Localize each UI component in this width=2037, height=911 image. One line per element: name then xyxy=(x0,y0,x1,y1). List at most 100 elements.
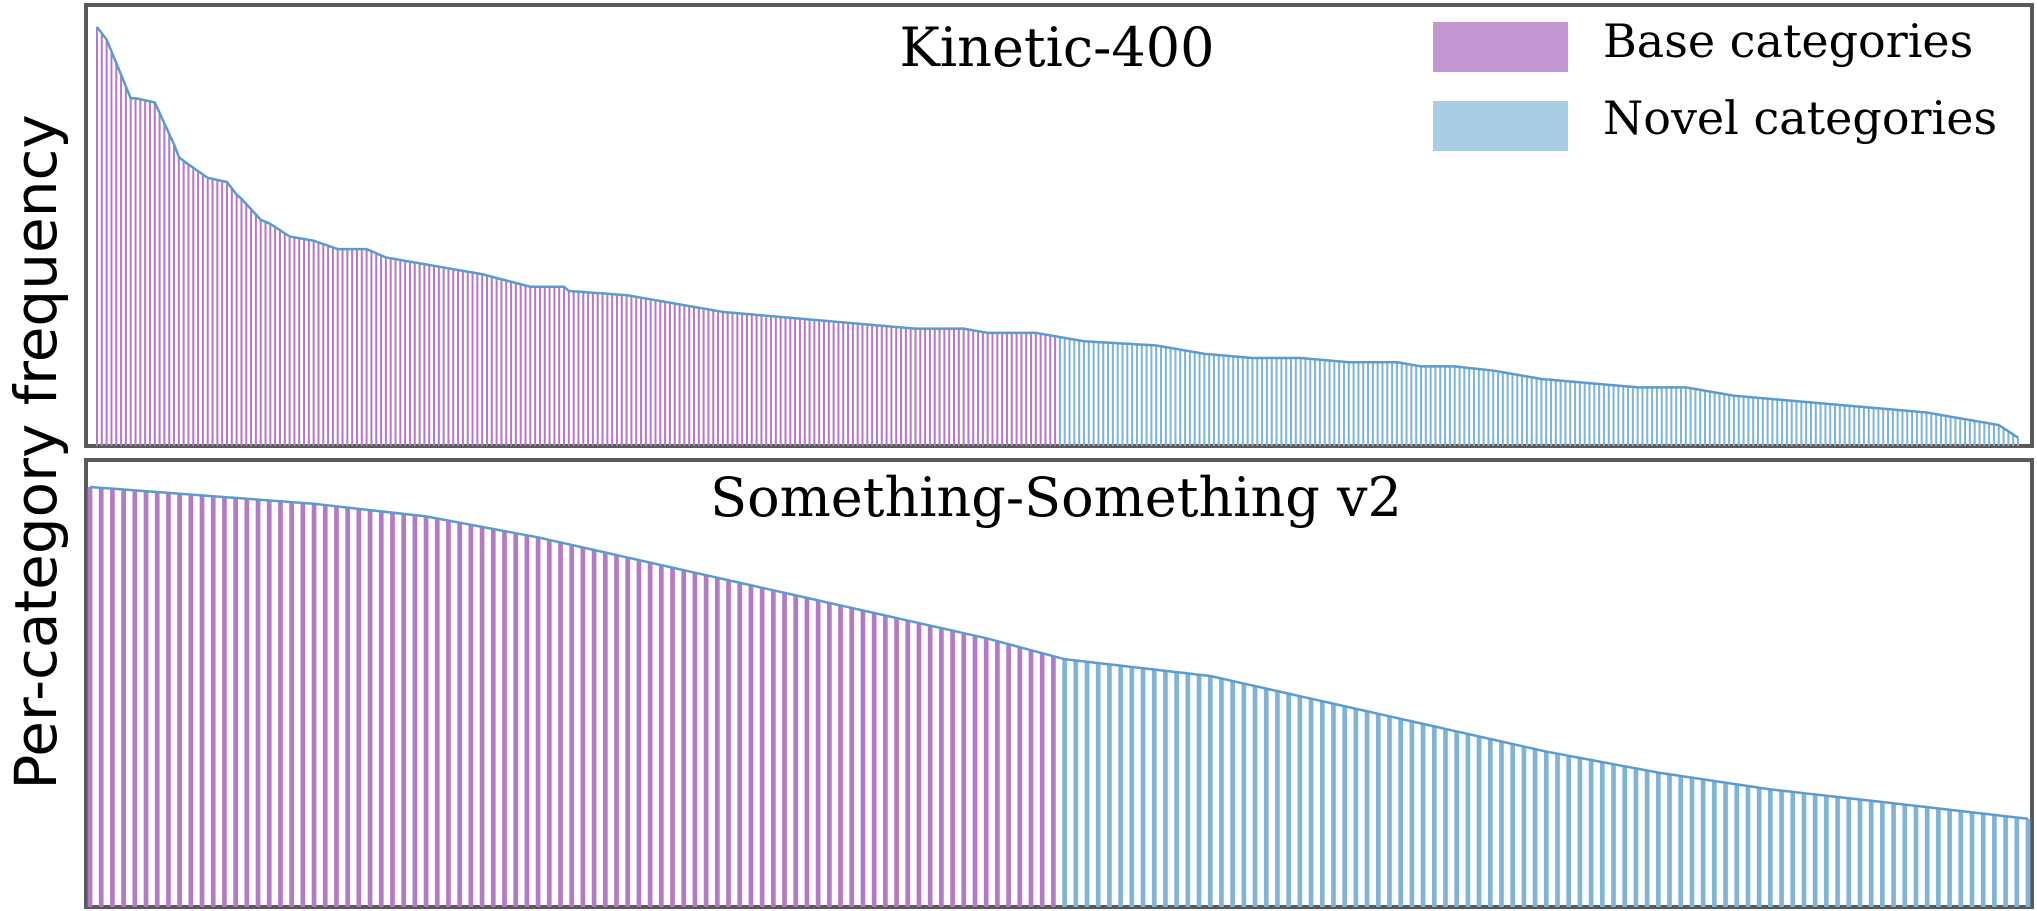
bar-novel-322 xyxy=(1646,387,1649,446)
bar-base-79 xyxy=(476,273,479,446)
bar-novel-347 xyxy=(1766,398,1769,446)
bar-novel-95 xyxy=(1151,669,1157,907)
bar-novel-345 xyxy=(1757,397,1760,446)
bar-novel-238 xyxy=(1241,357,1244,446)
bar-novel-305 xyxy=(1564,381,1567,446)
bar-novel-372 xyxy=(1887,409,1890,446)
bar-base-91 xyxy=(534,286,537,446)
bar-base-152 xyxy=(827,321,830,446)
bar-novel-113 xyxy=(1353,708,1359,907)
bar-base-17 xyxy=(278,501,283,907)
bar-novel-295 xyxy=(1516,374,1519,446)
bar-base-174 xyxy=(933,328,936,446)
bar-novel-243 xyxy=(1265,358,1268,446)
bar-base-7 xyxy=(129,98,132,446)
bar-novel-160 xyxy=(1880,802,1885,907)
bar-novel-336 xyxy=(1713,392,1716,446)
bar-novel-94 xyxy=(1140,668,1146,907)
bar-base-171 xyxy=(919,328,922,446)
bar-base-122 xyxy=(683,305,686,446)
bar-base-84 xyxy=(1028,650,1034,907)
bar-novel-132 xyxy=(1566,755,1572,907)
bar-novel-242 xyxy=(1261,358,1264,446)
bar-novel-248 xyxy=(1289,358,1293,446)
panel-kinetic-400: Kinetic-400 xyxy=(84,3,2034,448)
bar-base-38 xyxy=(278,230,281,446)
bar-base-62 xyxy=(782,592,787,907)
bar-base-83 xyxy=(1017,647,1023,907)
bar-base-199 xyxy=(1054,336,1057,446)
bar-novel-139 xyxy=(1644,770,1650,907)
bar-base-110 xyxy=(625,295,628,446)
bar-base-58 xyxy=(737,582,743,907)
bar-novel-138 xyxy=(1633,768,1639,907)
bar-base-151 xyxy=(822,320,825,446)
bar-base-53 xyxy=(681,570,687,907)
bar-base-54 xyxy=(355,249,358,446)
legend-swatch-novel xyxy=(1433,101,1568,151)
bar-base-12 xyxy=(222,497,227,907)
bar-base-10 xyxy=(144,100,147,446)
bar-base-13 xyxy=(233,497,238,907)
bar-base-25 xyxy=(216,179,219,446)
bar-base-44 xyxy=(307,239,310,446)
bar-base-44 xyxy=(580,547,586,907)
bar-novel-98 xyxy=(1185,673,1191,907)
bar-novel-360 xyxy=(1829,404,1832,446)
bar-base-20 xyxy=(192,167,195,446)
bar-base-51 xyxy=(341,249,344,446)
bar-novel-157 xyxy=(1846,798,1852,907)
bar-base-16 xyxy=(266,500,272,907)
panel-title-kinetic-400: Kinetic-400 xyxy=(900,16,1215,79)
bar-novel-169 xyxy=(1980,813,1986,907)
bar-base-154 xyxy=(837,321,840,446)
bar-novel-307 xyxy=(1574,381,1577,446)
bar-base-29 xyxy=(412,515,418,907)
bar-base-69 xyxy=(428,264,431,446)
panel-frame-bottom xyxy=(84,458,2034,909)
bar-base-78 xyxy=(471,272,474,446)
bar-base-193 xyxy=(1025,332,1028,446)
bar-base-28 xyxy=(401,513,407,907)
bar-novel-162 xyxy=(1902,804,1908,907)
bar-base-90 xyxy=(529,286,532,446)
bar-base-177 xyxy=(948,328,951,446)
bar-novel-136 xyxy=(1611,764,1616,907)
bar-novel-297 xyxy=(1525,376,1528,446)
bar-novel-338 xyxy=(1723,394,1726,446)
bar-novel-325 xyxy=(1660,387,1663,446)
bar-novel-167 xyxy=(1958,811,1964,907)
bar-novel-226 xyxy=(1184,350,1187,446)
bar-base-74 xyxy=(916,623,922,907)
legend-label-base: Base categories xyxy=(1603,14,1973,68)
bar-novel-148 xyxy=(1745,786,1751,907)
bar-base-55 xyxy=(703,575,709,907)
bar-novel-254 xyxy=(1318,359,1321,446)
bar-novel-266 xyxy=(1376,362,1379,446)
bar-base-68 xyxy=(423,264,426,446)
bar-novel-258 xyxy=(1338,361,1341,446)
bar-base-24 xyxy=(356,508,362,907)
bar-base-106 xyxy=(606,293,609,446)
bar-novel-150 xyxy=(1767,789,1773,907)
bar-base-65 xyxy=(815,600,821,907)
bar-base-37 xyxy=(274,227,277,446)
bar-base-63 xyxy=(399,259,402,446)
bar-novel-279 xyxy=(1439,366,1442,446)
bar-base-17 xyxy=(177,156,180,446)
bar-base-57 xyxy=(370,251,373,446)
bar-base-176 xyxy=(943,328,946,446)
bar-base-107 xyxy=(611,294,614,446)
bar-novel-299 xyxy=(1535,378,1538,446)
bar-novel-172 xyxy=(2014,817,2020,907)
bar-novel-262 xyxy=(1357,362,1360,446)
bar-base-77 xyxy=(950,630,955,907)
bar-novel-253 xyxy=(1314,359,1317,446)
bar-base-178 xyxy=(952,328,955,446)
bar-base-153 xyxy=(832,321,835,446)
bar-novel-215 xyxy=(1131,344,1134,446)
bar-novel-228 xyxy=(1193,352,1196,446)
bar-base-8 xyxy=(134,98,137,446)
bar-novel-263 xyxy=(1362,362,1365,446)
